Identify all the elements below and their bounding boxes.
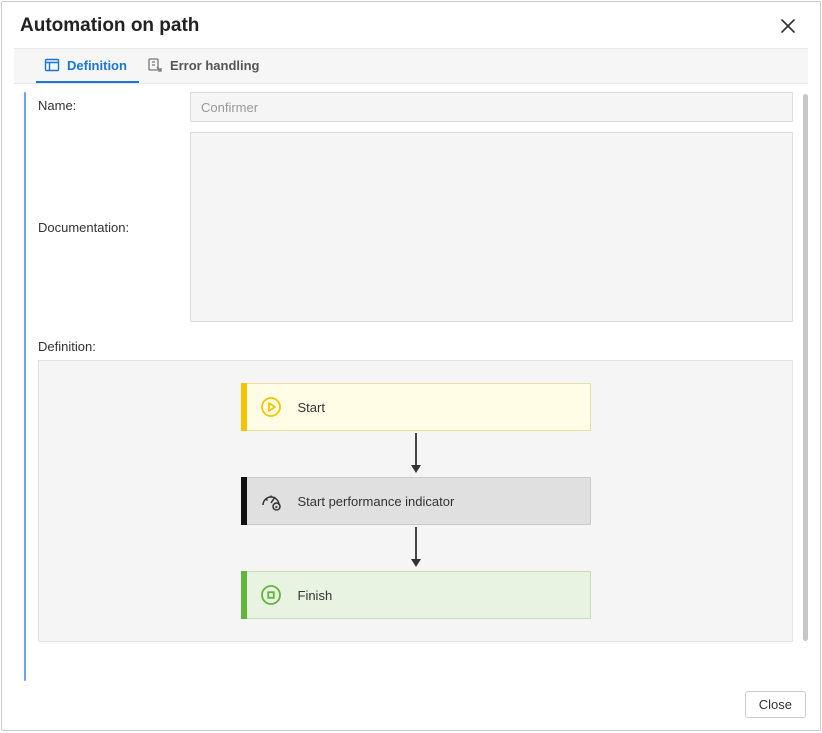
name-input[interactable] <box>190 92 793 122</box>
node-accent-bar <box>241 383 247 431</box>
node-accent-bar <box>241 571 247 619</box>
flow-node-performance-label: Start performance indicator <box>298 494 455 509</box>
dialog-header: Automation on path <box>2 2 820 48</box>
tab-definition-label: Definition <box>67 58 127 73</box>
close-icon[interactable] <box>774 12 802 40</box>
definition-canvas[interactable]: Start <box>38 360 793 642</box>
documentation-textarea[interactable] <box>190 132 793 322</box>
documentation-label: Documentation: <box>38 132 190 235</box>
flow-node-start[interactable]: Start <box>241 383 591 431</box>
row-documentation: Documentation: <box>38 132 793 325</box>
tab-bar: Definition Error handling <box>14 48 808 84</box>
error-handling-icon <box>147 57 163 73</box>
tab-error-handling-label: Error handling <box>170 58 260 73</box>
flow-node-performance[interactable]: Start performance indicator <box>241 477 591 525</box>
form-column: Name: Documentation: Definition: <box>38 92 799 681</box>
flow-arrow <box>408 525 424 571</box>
dialog-title: Automation on path <box>20 15 199 37</box>
play-icon <box>258 396 284 418</box>
gauge-icon <box>258 489 284 513</box>
dialog-body: Name: Documentation: Definition: <box>2 84 820 681</box>
scrollbar[interactable] <box>803 94 808 641</box>
tab-definition[interactable]: Definition <box>36 49 139 83</box>
flow-node-finish-label: Finish <box>298 588 333 603</box>
left-accent-bar <box>24 92 26 681</box>
definition-label: Definition: <box>38 339 793 354</box>
flow-arrow <box>408 431 424 477</box>
dialog-footer: Close <box>2 681 820 730</box>
row-name: Name: <box>38 92 793 122</box>
flow-node-start-label: Start <box>298 400 325 415</box>
name-label: Name: <box>38 92 190 113</box>
close-button[interactable]: Close <box>745 691 806 718</box>
automation-dialog: Automation on path Definition <box>1 1 821 731</box>
node-accent-bar <box>241 477 247 525</box>
flow-node-finish[interactable]: Finish <box>241 571 591 619</box>
tab-error-handling[interactable]: Error handling <box>139 49 272 83</box>
definition-icon <box>44 57 60 73</box>
stop-icon <box>258 584 284 606</box>
